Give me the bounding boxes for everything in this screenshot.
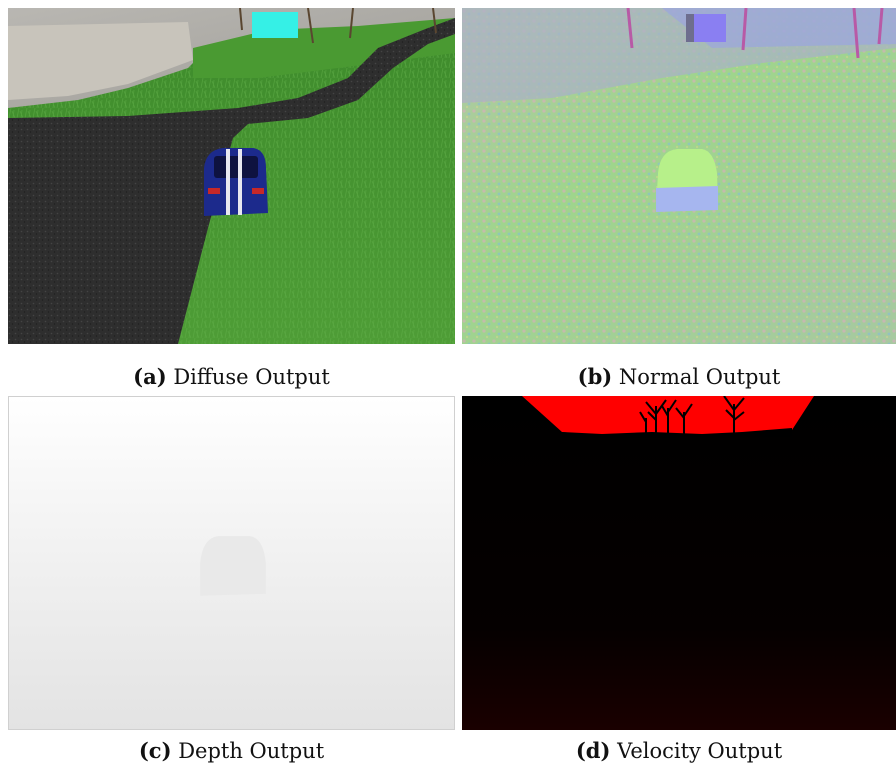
caption-a-tag: (a) — [133, 364, 167, 389]
caption-c: (c) Depth Output — [8, 738, 455, 763]
velocity-output-image — [462, 396, 896, 730]
caption-b-tag: (b) — [577, 364, 613, 389]
depth-output-image — [8, 396, 455, 730]
caption-b-text: Normal Output — [618, 365, 781, 389]
diffuse-output-image — [8, 8, 455, 344]
caption-c-tag: (c) — [138, 738, 172, 763]
caption-a-text: Diffuse Output — [173, 365, 330, 389]
caption-b: (b) Normal Output — [462, 364, 896, 389]
caption-d: (d) Velocity Output — [462, 738, 896, 763]
caption-a: (a) Diffuse Output — [8, 364, 455, 389]
caption-d-tag: (d) — [575, 738, 611, 763]
caption-d-text: Velocity Output — [617, 739, 783, 763]
normal-output-image — [462, 8, 896, 344]
caption-c-text: Depth Output — [178, 739, 325, 763]
